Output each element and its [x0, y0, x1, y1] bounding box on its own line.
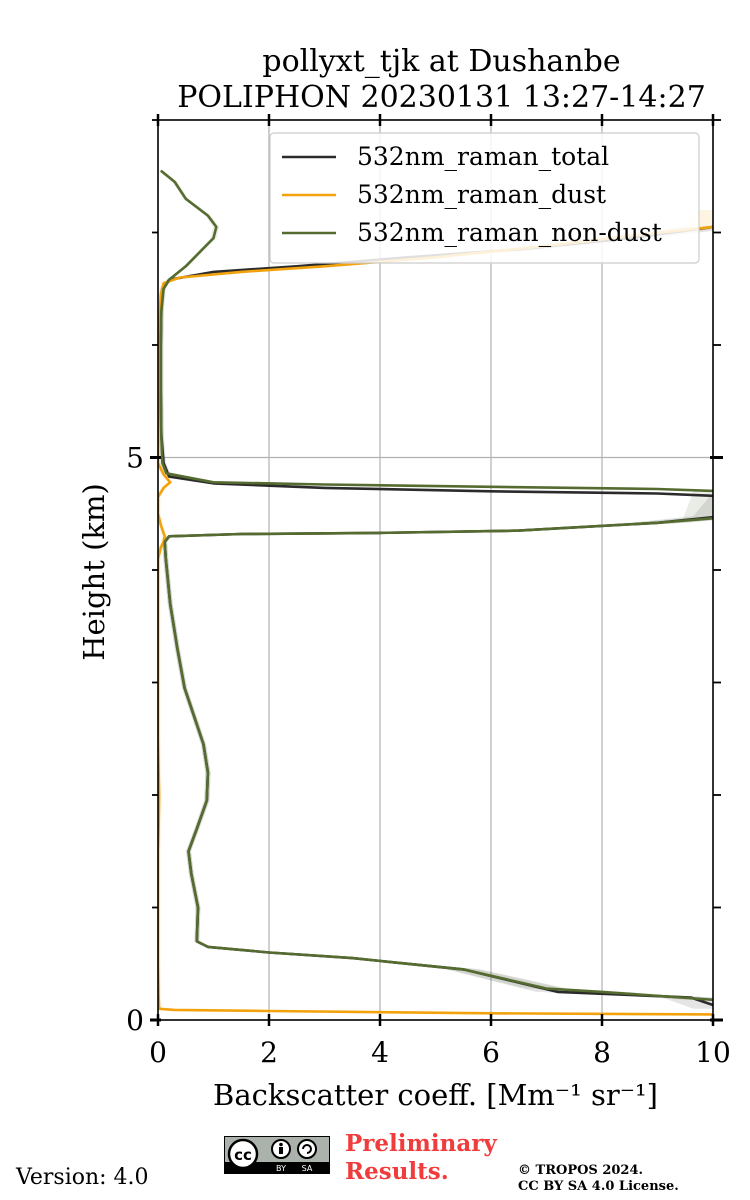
chart-title-line: POLIPHON 20230131 13:27-14:27 — [177, 80, 706, 115]
copyright-line-1: © TROPOS 2024. — [518, 1163, 644, 1178]
copyright-label: © TROPOS 2024. CC BY SA 4.0 License. — [518, 1163, 679, 1195]
x-tick-label: 10 — [695, 1036, 731, 1069]
x-tick-label: 8 — [593, 1036, 611, 1069]
cc-by-sa-license-icon: cc BY SA — [224, 1136, 330, 1174]
legend-label: 532nm_raman_dust — [357, 180, 606, 209]
x-tick-label: 6 — [482, 1036, 500, 1069]
x-tick-label: 4 — [371, 1036, 389, 1069]
preliminary-line-2: Results. — [345, 1158, 449, 1185]
x-tick-label: 0 — [149, 1036, 167, 1069]
legend-label: 532nm_raman_total — [357, 142, 609, 171]
preliminary-results-label: Preliminary Results. — [345, 1130, 497, 1186]
y-tick-label: 0 — [126, 1004, 144, 1037]
preliminary-line-1: Preliminary — [345, 1130, 497, 1157]
by-badge-text: BY — [276, 1164, 286, 1173]
chart-title-line: pollyxt_tjk at Dushanbe — [262, 44, 620, 79]
x-tick-label: 2 — [260, 1036, 278, 1069]
y-tick-label: 5 — [126, 442, 144, 475]
sa-badge-text: SA — [302, 1164, 313, 1173]
x-axis-label: Backscatter coeff. [Mm⁻¹ sr⁻¹] — [213, 1078, 658, 1112]
version-label: Version: 4.0 — [16, 1165, 149, 1190]
legend-label: 532nm_raman_non-dust — [357, 218, 662, 247]
legend-box — [269, 132, 700, 264]
series-line-532nm_raman_non-dust — [159, 169, 713, 1002]
cc-badge-text: cc — [234, 1146, 252, 1164]
y-axis-label: Height (km) — [77, 483, 111, 661]
copyright-line-2: CC BY SA 4.0 License. — [518, 1179, 679, 1194]
